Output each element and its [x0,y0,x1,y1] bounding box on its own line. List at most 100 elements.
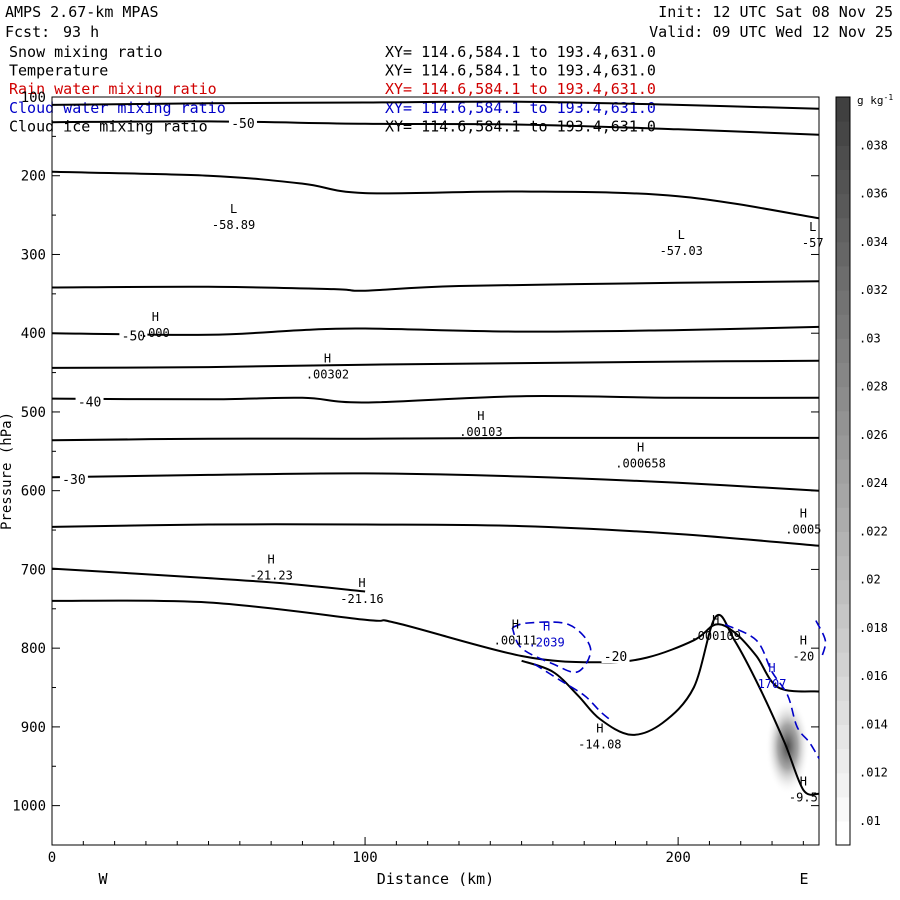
colorbar-tick-label: .032 [859,283,888,297]
colorbar-bin [836,97,850,122]
y-tick-label: 700 [21,562,46,578]
contour-label: -30 [62,473,85,488]
colorbar-tick-label: .01 [859,814,881,828]
extremum-value: .00302 [306,368,349,382]
x-axis-label: Distance (km) [377,870,494,888]
colorbar-bin [836,724,850,750]
temperature-contour [51,395,820,404]
temperature-contour [51,523,820,547]
y-tick-label: 800 [21,641,46,657]
y-tick-label: 300 [21,247,46,263]
extremum-value: -57 [802,236,824,250]
extremum-value: -58.89 [212,218,255,232]
colorbar-bin [836,627,850,653]
colorbar-frame [835,96,851,846]
extremum-value: .0005 [785,523,821,537]
init-time: Init: 12 UTC Sat 08 Nov 25 [658,3,893,21]
colorbar-bin [836,241,850,267]
extremum-kind: H [477,409,484,423]
contour-label-bg [119,327,148,343]
colorbar-bin [836,338,850,364]
y-tick-label: 200 [21,169,46,185]
colorbar-units: g kg-1 [857,93,893,107]
colorbar-bin [836,314,850,339]
extremum-value: 1707 [758,677,787,691]
y-tick-label: 100 [21,90,46,106]
forecast-hours: 93 h [63,23,99,41]
colorbar-tick-label: .012 [859,766,888,780]
contour-label: -50 [231,117,254,132]
extremum-kind: H [596,722,603,736]
colorbar-bin [836,362,850,388]
colorbar-bin [836,820,850,846]
contour-label: -40 [78,396,101,411]
extremum-kind: H [800,633,807,647]
temperature-contour [51,280,820,292]
field-name: Rain water mixing ratio [9,80,217,98]
extremum-kind: H [637,441,644,455]
extremum-value: .000 [141,326,170,340]
colorbar-bin [836,145,850,170]
colorbar-bin [836,676,850,701]
colorbar-bin [836,555,850,581]
extremum-value: .000109 [690,629,741,643]
plot-frame [51,96,820,846]
colorbar-bin [836,603,850,629]
colorbar-bin [836,217,850,243]
colorbar-bin [836,434,850,460]
colorbar-tick-label: .014 [859,717,888,731]
extremum-value: .2039 [529,635,565,649]
extremum-value: .00111 [494,634,537,648]
extremum-kind: H [358,576,365,590]
extremum-value: .00103 [459,425,502,439]
y-tick-label: 1000 [12,799,46,815]
colorbar-bin [836,483,850,508]
extremum-kind: H [800,507,807,521]
contour-label-bg [75,393,104,409]
extremum-value: -57.03 [660,244,703,258]
temperature-contour [51,567,366,593]
extremum-kind: L [678,228,685,242]
west-label: W [98,870,108,888]
temperature-contour [51,436,819,442]
cloud-water-contour [815,620,827,657]
colorbar: .01 .012 .014 .016 .018 .02 .022 .024 .026 .028 .0… [835,93,893,846]
x-tick-label: 0 [48,850,56,866]
extremum-kind: H [543,619,550,633]
field-xy: XY= 114.6,584.1 to 193.4,631.0 [385,117,656,135]
extremum-kind: L [809,220,816,234]
extremum-kind: H [324,352,331,366]
contour-label-bg [228,114,257,130]
colorbar-bin [836,193,850,219]
header: AMPS 2.67-km MPAS Fcst: 93 h Init: 12 UTC S… [5,3,893,135]
colorbar-bin [836,169,850,195]
x-tick-label: 200 [665,850,690,866]
colorbar-tick-label: .024 [859,476,888,490]
colorbar-tick-label: .018 [859,621,888,635]
temperature-contour [51,359,820,369]
valid-time: Valid: 09 UTC Wed 12 Nov 25 [649,23,893,41]
field-name: Snow mixing ratio [9,43,163,61]
colorbar-tick-label: .03 [859,331,881,345]
colorbar-bin [836,796,850,822]
field-xy: XY= 114.6,584.1 to 193.4,631.0 [385,80,656,98]
colorbar-tick-label: .02 [859,573,881,587]
y-axis-label: Pressure (hPa) [0,412,15,530]
forecast-label: Fcst: [5,23,50,41]
colorbar-bin [836,265,850,291]
temperature-contour [51,599,820,693]
temperature-contour [51,170,820,220]
temperature-contour [51,325,820,336]
cloud-water-contour [724,623,820,759]
colorbar-tick-label: .034 [859,235,888,249]
colorbar-tick-label: .022 [859,524,888,538]
extremum-value: -9.5 [789,790,818,804]
extremum-kind: H [152,310,159,324]
model-title: AMPS 2.67-km MPAS [5,3,159,21]
colorbar-tick-label: .036 [859,187,888,201]
colorbar-bin [836,651,850,677]
extremum-value: .000658 [615,457,666,471]
extremum-kind: H [268,552,275,566]
colorbar-bin [836,458,850,484]
